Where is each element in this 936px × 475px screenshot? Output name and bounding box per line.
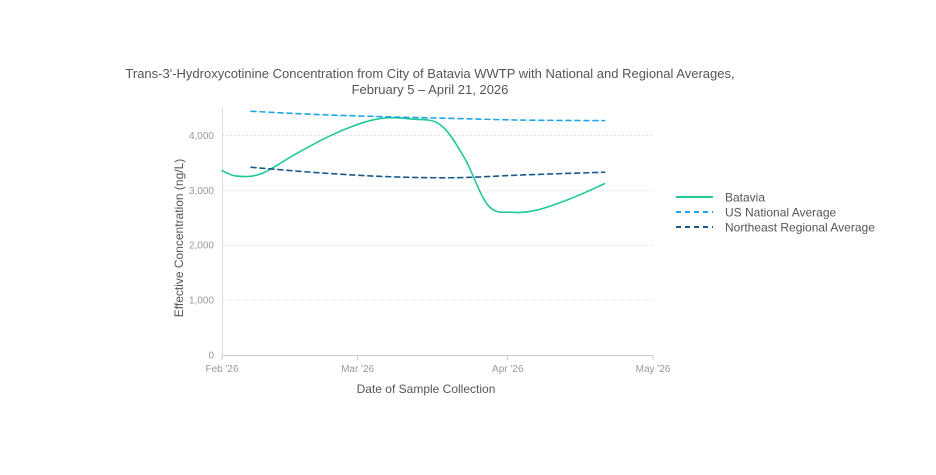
series-line-batavia bbox=[221, 116, 606, 214]
series-lines bbox=[221, 110, 606, 214]
series-line-northeast-regional-average bbox=[250, 166, 606, 179]
x-axis-title: Date of Sample Collection bbox=[357, 382, 496, 396]
series-line-us-national-average bbox=[250, 110, 606, 122]
x-tick-label: Mar '26 bbox=[341, 364, 374, 375]
y-tick-label: 3,000 bbox=[189, 186, 214, 197]
legend-label: Northeast Regional Average bbox=[725, 221, 875, 235]
legend-label: US National Average bbox=[725, 206, 837, 220]
legend-label: Batavia bbox=[725, 191, 765, 205]
x-tick-label: Feb '26 bbox=[205, 364, 238, 375]
y-tick-label: 4,000 bbox=[189, 131, 214, 142]
y-tick-label: 0 bbox=[208, 351, 214, 362]
x-tick-label: May '26 bbox=[636, 364, 671, 375]
y-axis-title: Effective Concentration (ng/L) bbox=[172, 159, 186, 318]
y-tick-label: 1,000 bbox=[189, 296, 214, 307]
chart-title: Trans-3'-Hydroxycotinine Concentration f… bbox=[125, 66, 734, 81]
x-tick-label: Apr '26 bbox=[492, 364, 524, 375]
y-tick-labels: 0 1,000 2,000 3,000 4,000 bbox=[189, 131, 214, 362]
chart-subtitle: February 5 – April 21, 2026 bbox=[352, 82, 509, 97]
x-tick-labels: Feb '26 Mar '26 Apr '26 May '26 bbox=[205, 355, 671, 375]
y-tick-label: 2,000 bbox=[189, 241, 214, 252]
